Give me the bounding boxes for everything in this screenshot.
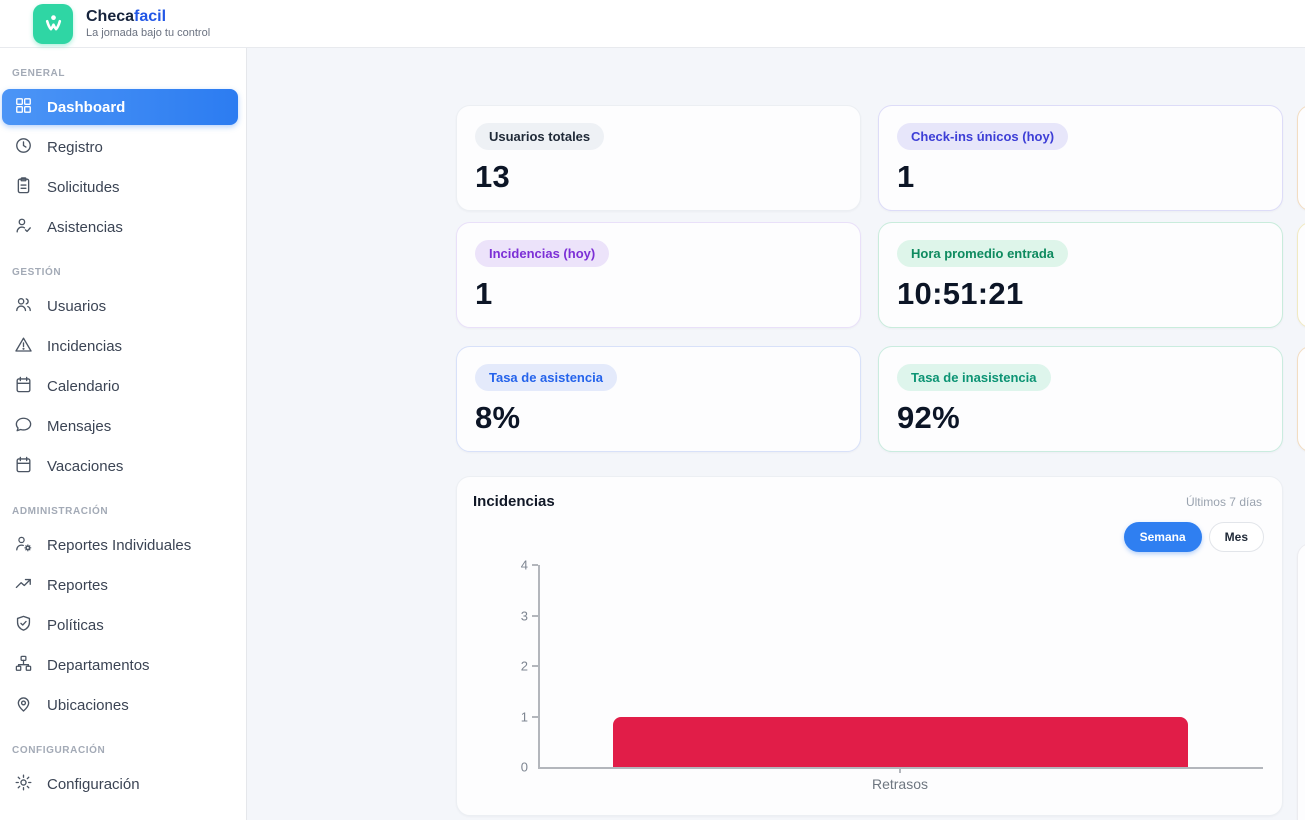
sidebar-item-label: Calendario [47,377,120,395]
clock-icon [14,136,33,159]
section-label-administracion: ADMINISTRACIÓN [12,506,109,517]
sidebar-item-label: Políticas [47,616,104,634]
sidebar-item-vacaciones[interactable]: Vacaciones [2,448,238,484]
stat-card-tasa-inasistencia: Tasa de inasistencia 92% [878,346,1283,452]
stat-card-hora-promedio: Hora promedio entrada 10:51:21 [878,222,1283,328]
sidebar-item-usuarios[interactable]: Usuarios [2,288,238,324]
trending-up-icon [14,574,33,597]
sidebar-item-incidencias[interactable]: Incidencias [2,328,238,364]
sidebar-item-reportes[interactable]: Reportes [2,567,238,603]
stat-card-usuarios-totales: Usuarios totales 13 [456,105,861,211]
sidebar-item-label: Departamentos [47,656,150,674]
sidebar-item-label: Registro [47,138,103,156]
stat-value: 10:51:21 [897,276,1024,311]
chart-title: Incidencias [473,493,555,510]
person-check-icon [14,216,33,239]
y-axis-tick: 2 [520,658,528,674]
chart-bar-retrasos [613,716,1188,767]
app-header: Checafacil La jornada bajo tu control [0,0,1305,48]
sidebar-item-label: Reportes [47,576,108,594]
sidebar-item-configuracion[interactable]: Configuración [2,766,238,802]
map-pin-icon [14,694,33,717]
stat-badge: Hora promedio entrada [897,240,1069,267]
brand-text: Checafacil La jornada bajo tu control [86,8,210,39]
tab-semana[interactable]: Semana [1123,522,1202,552]
y-axis-tickmark [532,564,538,566]
stat-card-cutoff [1297,222,1305,328]
sidebar-item-label: Mensajes [47,417,112,435]
stat-card-incidencias-hoy: Incidencias (hoy) 1 [456,222,861,328]
sidebar-item-politicas[interactable]: Políticas [2,607,238,643]
chart-range-label: Últimos 7 días [1185,495,1262,509]
y-axis-tick: 4 [520,557,528,573]
clipboard-icon [14,176,33,199]
gear-icon [14,773,33,796]
x-axis-tickmark [899,767,901,773]
y-axis-tickmark [532,614,538,617]
section-label-gestion: GESTIÓN [12,267,62,278]
sidebar-item-registro[interactable]: Registro [2,129,238,165]
stat-badge: Usuarios totales [475,123,605,150]
users-icon [14,295,33,318]
shield-check-icon [14,614,33,637]
sidebar-item-label: Configuración [47,775,140,793]
sidebar-item-solicitudes[interactable]: Solicitudes [2,169,238,205]
sidebar-item-label: Reportes Individuales [47,536,192,554]
chat-bubble-icon [14,415,33,438]
sidebar-item-reportes-individuales[interactable]: Reportes Individuales [2,527,238,563]
sidebar: GENERAL Dashboard Registro Solicitudes A… [0,48,247,820]
sidebar-item-label: Usuarios [47,297,107,315]
calendar-icon [14,455,33,478]
stat-badge: Tasa de asistencia [475,364,617,391]
stat-card-tasa-asistencia: Tasa de asistencia 8% [456,346,861,452]
y-axis-tick: 0 [520,759,528,775]
sidebar-item-label: Solicitudes [47,178,120,196]
dashboard-grid-icon [14,96,33,119]
sidebar-item-dashboard[interactable]: Dashboard [2,89,238,125]
sidebar-item-departamentos[interactable]: Departamentos [2,647,238,683]
sidebar-item-label: Vacaciones [47,457,124,475]
x-axis-category-label: Retrasos [871,776,929,792]
section-label-configuracion: CONFIGURACIÓN [12,745,106,756]
sitemap-icon [14,654,33,677]
y-axis-tick: 1 [520,709,528,724]
chart-card: Incidencias Últimos 7 días Semana Mes 4 … [456,476,1283,816]
sidebar-item-label: Dashboard [47,98,126,116]
brand-logo-icon [33,3,73,44]
warning-triangle-icon [14,335,33,358]
sidebar-item-label: Incidencias [47,337,123,355]
stat-value: 1 [897,159,915,194]
sidebar-item-calendario[interactable]: Calendario [2,368,238,404]
y-axis-tickmark [532,715,538,718]
sidebar-item-label: Asistencias [47,218,123,236]
stat-value: 8% [475,400,521,435]
main-content: Usuarios totales 13 Check-ins únicos (ho… [247,48,1305,820]
section-label-general: GENERAL [12,68,66,79]
brand-tagline: La jornada bajo tu control [86,27,211,39]
person-gear-icon [14,534,33,557]
stat-value: 1 [475,276,493,311]
stat-card-checkins-unicos: Check-ins únicos (hoy) 1 [878,105,1283,211]
stat-card-cutoff [1297,346,1305,452]
panel-cutoff [1297,543,1305,820]
stat-badge: Check-ins únicos (hoy) [897,123,1069,150]
tab-mes[interactable]: Mes [1208,522,1264,552]
chart-period-tabs: Semana Mes [1123,522,1264,552]
y-axis-tick: 3 [520,608,528,623]
sidebar-item-ubicaciones[interactable]: Ubicaciones [2,687,238,723]
brand-name: Checafacil [86,8,167,25]
calendar-icon [14,375,33,398]
sidebar-item-asistencias[interactable]: Asistencias [2,209,238,245]
sidebar-item-label: Ubicaciones [47,696,129,714]
y-axis-tickmark [532,665,538,667]
sidebar-item-mensajes[interactable]: Mensajes [2,408,238,444]
stat-card-cutoff [1297,105,1305,211]
stat-value: 13 [475,159,511,194]
stat-value: 92% [897,400,960,435]
stat-badge: Incidencias (hoy) [475,240,610,267]
bar-chart-plot: 4 3 2 1 0 Retrasos [521,558,1263,792]
stat-badge: Tasa de inasistencia [897,364,1051,391]
